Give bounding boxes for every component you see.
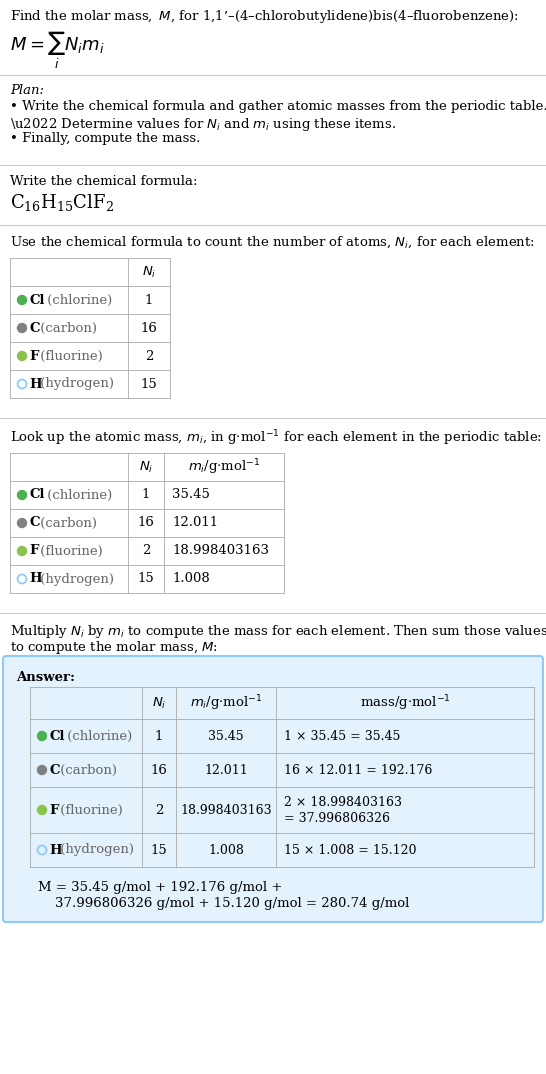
- Text: C: C: [29, 321, 39, 334]
- Text: 1.008: 1.008: [172, 572, 210, 585]
- Circle shape: [17, 519, 27, 527]
- Text: • Write the chemical formula and gather atomic masses from the periodic table.: • Write the chemical formula and gather …: [10, 100, 546, 113]
- Circle shape: [17, 295, 27, 305]
- Text: F: F: [29, 349, 38, 363]
- Text: H: H: [29, 572, 41, 585]
- FancyBboxPatch shape: [3, 656, 543, 921]
- Text: 1: 1: [142, 489, 150, 502]
- Text: Answer:: Answer:: [16, 671, 75, 684]
- Text: (hydrogen): (hydrogen): [56, 843, 134, 856]
- Text: 18.998403163: 18.998403163: [172, 545, 269, 557]
- Text: $N_i$: $N_i$: [152, 696, 166, 711]
- Text: Find the molar mass,  $M$, for 1,1’–(4–chlorobutylidene)bis(4–fluorobenzene):: Find the molar mass, $M$, for 1,1’–(4–ch…: [10, 8, 519, 25]
- Text: H: H: [49, 843, 62, 856]
- Text: H: H: [29, 377, 41, 391]
- Text: 1: 1: [145, 293, 153, 306]
- Text: 35.45: 35.45: [172, 489, 210, 502]
- Text: 2: 2: [142, 545, 150, 557]
- Text: Cl: Cl: [49, 729, 64, 742]
- Text: 15: 15: [141, 377, 157, 391]
- Text: 15: 15: [151, 843, 168, 856]
- Text: (hydrogen): (hydrogen): [36, 572, 114, 585]
- Text: (carbon): (carbon): [36, 321, 97, 334]
- Text: Multiply $N_i$ by $m_i$ to compute the mass for each element. Then sum those val: Multiply $N_i$ by $m_i$ to compute the m…: [10, 623, 546, 640]
- Text: (fluorine): (fluorine): [56, 803, 122, 816]
- Text: 2: 2: [155, 803, 163, 816]
- Text: to compute the molar mass, $M$:: to compute the molar mass, $M$:: [10, 639, 218, 656]
- Text: 15: 15: [138, 572, 155, 585]
- Text: 2 × 18.998403163: 2 × 18.998403163: [284, 797, 402, 810]
- Text: 16: 16: [140, 321, 157, 334]
- Circle shape: [17, 491, 27, 499]
- Text: (carbon): (carbon): [36, 517, 97, 529]
- Text: (chlorine): (chlorine): [43, 489, 112, 502]
- Text: 15 × 1.008 = 15.120: 15 × 1.008 = 15.120: [284, 843, 417, 856]
- Text: 1.008: 1.008: [208, 843, 244, 856]
- Text: Write the chemical formula:: Write the chemical formula:: [10, 175, 198, 188]
- Text: mass/g$\cdot$mol$^{-1}$: mass/g$\cdot$mol$^{-1}$: [360, 693, 450, 713]
- Text: 12.011: 12.011: [172, 517, 218, 529]
- Text: $N_i$: $N_i$: [139, 460, 153, 475]
- Text: Cl: Cl: [29, 489, 45, 502]
- Text: = 37.996806326: = 37.996806326: [284, 813, 390, 826]
- Text: 16: 16: [138, 517, 155, 529]
- Text: 16 × 12.011 = 192.176: 16 × 12.011 = 192.176: [284, 764, 432, 777]
- Text: F: F: [49, 803, 58, 816]
- Text: $m_i$/g$\cdot$mol$^{-1}$: $m_i$/g$\cdot$mol$^{-1}$: [188, 458, 260, 477]
- Text: $M = \sum_i N_i m_i$: $M = \sum_i N_i m_i$: [10, 30, 104, 71]
- Text: Use the chemical formula to count the number of atoms, $N_i$, for each element:: Use the chemical formula to count the nu…: [10, 235, 535, 250]
- Text: • Finally, compute the mass.: • Finally, compute the mass.: [10, 132, 200, 145]
- Text: C: C: [29, 517, 39, 529]
- Circle shape: [38, 731, 46, 740]
- Text: 1 × 35.45 = 35.45: 1 × 35.45 = 35.45: [284, 729, 400, 742]
- Text: 1: 1: [155, 729, 163, 742]
- Text: (hydrogen): (hydrogen): [36, 377, 114, 391]
- Text: \u2022 Determine values for $N_i$ and $m_i$ using these items.: \u2022 Determine values for $N_i$ and $m…: [10, 116, 396, 133]
- Text: $N_i$: $N_i$: [142, 264, 156, 279]
- Text: 12.011: 12.011: [204, 764, 248, 777]
- Text: 2: 2: [145, 349, 153, 363]
- Circle shape: [17, 547, 27, 555]
- Text: Look up the atomic mass, $m_i$, in g$\cdot$mol$^{-1}$ for each element in the pe: Look up the atomic mass, $m_i$, in g$\cd…: [10, 429, 542, 448]
- Circle shape: [17, 323, 27, 333]
- Text: 37.996806326 g/mol + 15.120 g/mol = 280.74 g/mol: 37.996806326 g/mol + 15.120 g/mol = 280.…: [38, 897, 410, 910]
- Text: 35.45: 35.45: [208, 729, 244, 742]
- Text: Cl: Cl: [29, 293, 45, 306]
- Text: (fluorine): (fluorine): [36, 349, 103, 363]
- Text: Plan:: Plan:: [10, 84, 44, 97]
- Text: M = 35.45 g/mol + 192.176 g/mol +: M = 35.45 g/mol + 192.176 g/mol +: [38, 881, 282, 894]
- Text: (fluorine): (fluorine): [36, 545, 103, 557]
- Text: $m_i$/g$\cdot$mol$^{-1}$: $m_i$/g$\cdot$mol$^{-1}$: [189, 693, 262, 713]
- Text: (chlorine): (chlorine): [63, 729, 132, 742]
- Circle shape: [17, 351, 27, 361]
- Circle shape: [38, 806, 46, 814]
- Text: 18.998403163: 18.998403163: [180, 803, 272, 816]
- Text: F: F: [29, 545, 38, 557]
- Text: (carbon): (carbon): [56, 764, 117, 777]
- Text: $\mathregular{C_{16}H_{15}ClF_2}$: $\mathregular{C_{16}H_{15}ClF_2}$: [10, 192, 114, 213]
- Text: 16: 16: [151, 764, 168, 777]
- Circle shape: [38, 766, 46, 774]
- Text: (chlorine): (chlorine): [43, 293, 112, 306]
- Text: C: C: [49, 764, 60, 777]
